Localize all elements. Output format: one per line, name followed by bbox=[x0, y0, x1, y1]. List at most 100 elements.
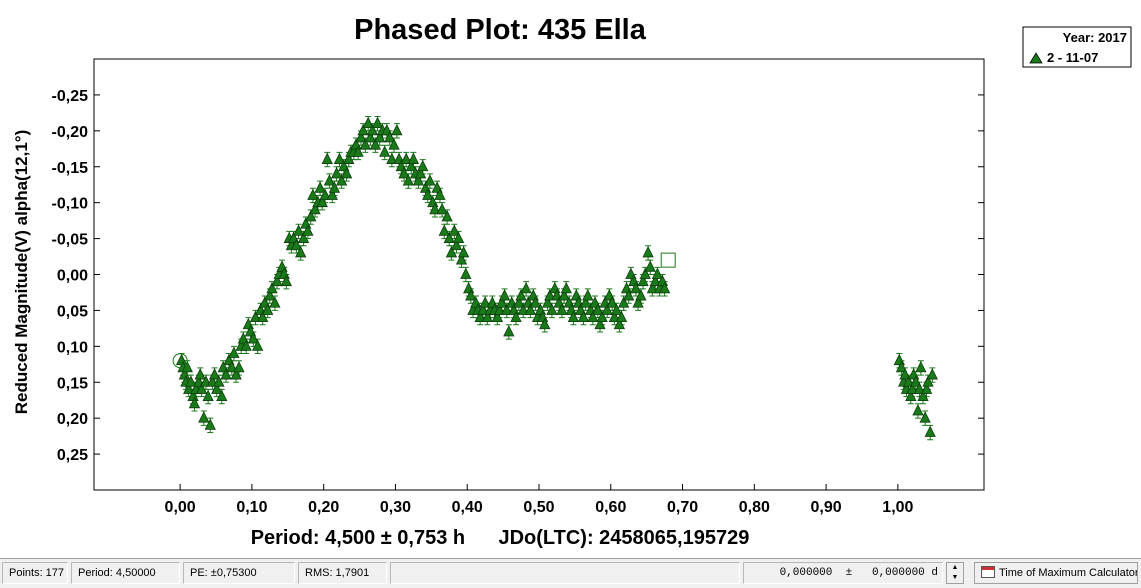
data-point bbox=[251, 339, 264, 351]
data-point bbox=[434, 188, 446, 200]
data-point bbox=[637, 274, 649, 287]
data-point bbox=[570, 289, 582, 301]
data-point bbox=[529, 296, 542, 308]
data-point bbox=[651, 267, 664, 279]
data-point bbox=[498, 289, 511, 301]
y-tick-label: -0,15 bbox=[52, 160, 89, 177]
data-point bbox=[646, 281, 659, 294]
x-tick-label: 0,80 bbox=[739, 499, 770, 516]
data-point bbox=[335, 174, 348, 186]
data-point bbox=[364, 131, 376, 143]
data-point bbox=[477, 303, 489, 315]
data-point bbox=[314, 181, 326, 193]
data-point bbox=[601, 303, 613, 315]
data-point bbox=[188, 396, 201, 409]
data-point bbox=[204, 418, 216, 430]
data-point bbox=[321, 152, 333, 164]
data-point bbox=[297, 231, 310, 243]
data-point bbox=[185, 375, 197, 387]
data-point bbox=[893, 353, 905, 366]
data-point bbox=[290, 238, 303, 251]
data-point bbox=[479, 296, 491, 308]
data-point bbox=[379, 145, 391, 157]
time-of-max-calculator-button[interactable]: Time of Maximum Calculator bbox=[974, 562, 1138, 584]
data-point bbox=[228, 346, 240, 358]
legend-box bbox=[1022, 26, 1132, 68]
data-point bbox=[211, 382, 223, 394]
y-tick-label: -0,25 bbox=[52, 88, 89, 105]
time-of-max-value: 0,000000 ± 0,000000 d bbox=[743, 562, 943, 584]
data-point bbox=[362, 116, 374, 129]
x-tick-label: 0,70 bbox=[667, 499, 698, 516]
data-point bbox=[262, 303, 274, 315]
data-point bbox=[496, 296, 508, 308]
data-point bbox=[302, 224, 314, 236]
data-point bbox=[658, 281, 671, 294]
data-point bbox=[491, 310, 504, 323]
data-point bbox=[407, 152, 420, 164]
pe-panel: PE: ±0,75300 bbox=[183, 562, 295, 584]
data-point bbox=[515, 289, 527, 301]
calculator-icon bbox=[981, 566, 995, 578]
data-point bbox=[546, 303, 558, 315]
data-point bbox=[610, 303, 623, 315]
y-tick-label: -0,10 bbox=[52, 196, 89, 213]
data-point bbox=[549, 281, 561, 294]
data-point bbox=[544, 289, 556, 301]
data-point bbox=[328, 181, 341, 193]
spin-down-icon[interactable]: ▼ bbox=[951, 574, 959, 581]
data-point bbox=[596, 310, 608, 323]
data-point bbox=[486, 296, 498, 308]
data-point bbox=[371, 116, 384, 129]
data-point bbox=[359, 138, 371, 150]
data-point bbox=[556, 303, 568, 315]
data-point bbox=[915, 360, 927, 373]
data-point bbox=[202, 389, 214, 402]
data-point bbox=[613, 317, 626, 330]
data-point bbox=[249, 310, 262, 323]
x-tick-label: 0,60 bbox=[595, 499, 626, 516]
data-point bbox=[280, 274, 293, 287]
data-point bbox=[269, 296, 281, 308]
x-tick-label: 0,00 bbox=[165, 499, 196, 516]
legend: Year: 2017 2 - 11-07 bbox=[1022, 26, 1132, 68]
data-point bbox=[417, 159, 429, 172]
data-point bbox=[582, 289, 594, 301]
data-point bbox=[266, 281, 278, 294]
x-tick-label: 0,30 bbox=[380, 499, 411, 516]
x-tick-label: 0,10 bbox=[236, 499, 267, 516]
data-point bbox=[580, 296, 592, 308]
data-point bbox=[226, 360, 238, 373]
data-point bbox=[615, 310, 628, 323]
data-point bbox=[220, 368, 232, 380]
data-point bbox=[905, 389, 917, 402]
data-point bbox=[445, 246, 458, 258]
x-tick-label: 0,50 bbox=[523, 499, 554, 516]
data-point bbox=[448, 224, 460, 236]
data-point bbox=[606, 296, 618, 308]
data-point bbox=[276, 260, 288, 272]
data-point bbox=[513, 296, 525, 308]
data-point bbox=[510, 310, 522, 323]
data-point bbox=[400, 152, 412, 164]
legend-marker-icon bbox=[1029, 52, 1043, 64]
data-point bbox=[198, 411, 210, 423]
data-point bbox=[644, 260, 656, 272]
data-point bbox=[414, 167, 427, 179]
data-point bbox=[926, 368, 938, 380]
spin-up-icon[interactable]: ▲ bbox=[951, 564, 959, 571]
data-point bbox=[271, 274, 283, 287]
time-of-max-spinner[interactable]: ▲ ▼ bbox=[946, 562, 964, 584]
data-point bbox=[307, 188, 319, 200]
data-point bbox=[895, 360, 908, 373]
data-point bbox=[623, 289, 635, 301]
data-point bbox=[391, 123, 403, 136]
data-point bbox=[309, 202, 321, 215]
data-point bbox=[357, 123, 369, 136]
y-tick-label: 0,15 bbox=[57, 375, 88, 392]
data-point bbox=[240, 339, 252, 351]
data-point bbox=[264, 289, 276, 301]
data-point bbox=[919, 411, 931, 423]
data-point bbox=[630, 281, 642, 294]
data-point bbox=[465, 289, 477, 301]
